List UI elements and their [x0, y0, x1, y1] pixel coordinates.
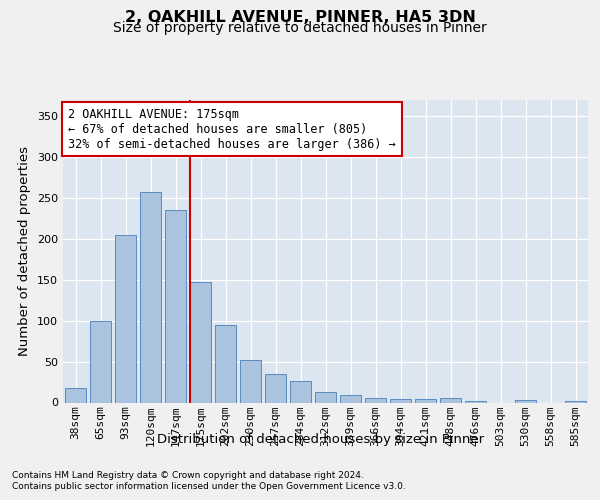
Bar [415, 399, 436, 402]
Bar [65, 388, 86, 402]
Text: 2, OAKHILL AVENUE, PINNER, HA5 3DN: 2, OAKHILL AVENUE, PINNER, HA5 3DN [125, 10, 475, 25]
Bar [165, 210, 186, 402]
Text: Distribution of detached houses by size in Pinner: Distribution of detached houses by size … [157, 432, 485, 446]
Bar [365, 398, 386, 402]
Bar [240, 360, 261, 403]
Bar [315, 392, 336, 402]
Bar [90, 320, 111, 402]
Bar [390, 399, 411, 402]
Text: 2 OAKHILL AVENUE: 175sqm
← 67% of detached houses are smaller (805)
32% of semi-: 2 OAKHILL AVENUE: 175sqm ← 67% of detach… [68, 108, 396, 150]
Bar [190, 282, 211, 403]
Text: Contains public sector information licensed under the Open Government Licence v3: Contains public sector information licen… [12, 482, 406, 491]
Bar [290, 381, 311, 402]
Bar [140, 192, 161, 402]
Bar [115, 235, 136, 402]
Bar [515, 400, 536, 402]
Text: Contains HM Land Registry data © Crown copyright and database right 2024.: Contains HM Land Registry data © Crown c… [12, 471, 364, 480]
Bar [440, 398, 461, 402]
Bar [265, 374, 286, 402]
Text: Size of property relative to detached houses in Pinner: Size of property relative to detached ho… [113, 21, 487, 35]
Bar [465, 401, 486, 402]
Y-axis label: Number of detached properties: Number of detached properties [19, 146, 31, 356]
Bar [215, 325, 236, 402]
Bar [565, 401, 586, 402]
Bar [340, 395, 361, 402]
